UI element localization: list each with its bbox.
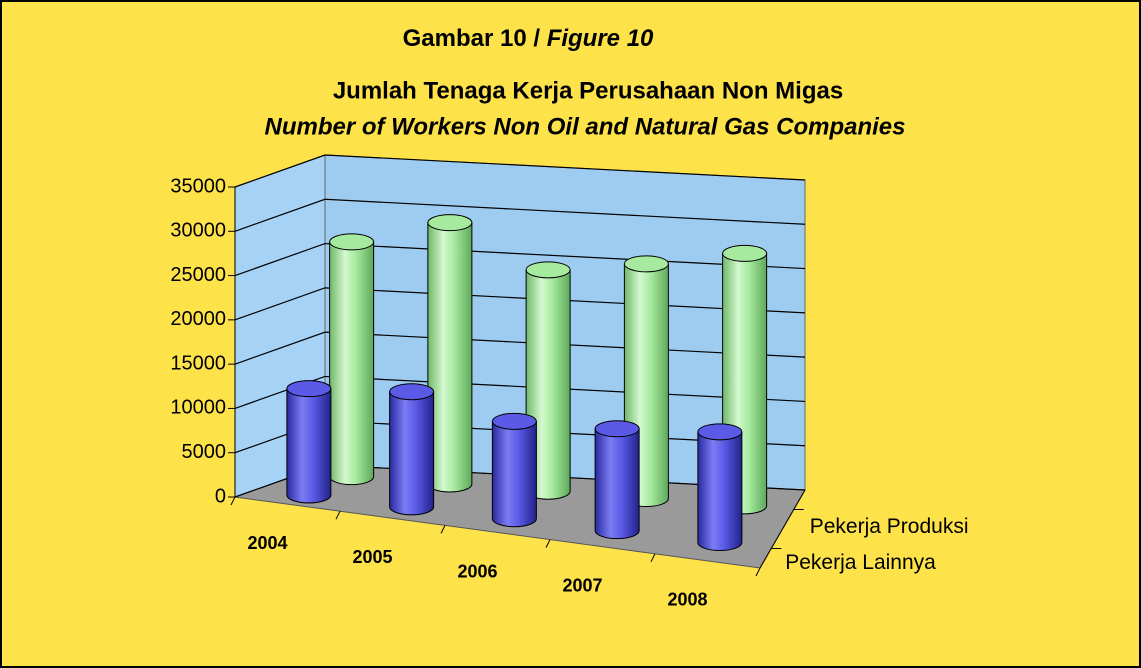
x-tick-label: 2006	[457, 561, 497, 581]
x-tick	[335, 510, 341, 520]
title-part: Gambar 10 /	[403, 25, 541, 52]
legend-label: Pekerja Lainnya	[785, 551, 936, 574]
y-tick-label: 15000	[170, 352, 226, 374]
x-tick-label: 2004	[247, 533, 287, 553]
bar	[594, 420, 640, 540]
y-tick-label: 0	[215, 485, 226, 507]
cylinder-top	[697, 423, 743, 441]
x-tick	[440, 525, 446, 534]
cylinder-body	[389, 391, 435, 516]
subtitle: Jumlah Tenaga Kerja Perusahaan Non Migas	[333, 77, 843, 104]
bar	[286, 380, 332, 504]
cylinder-body	[427, 222, 473, 493]
title: Gambar 10 / Figure 10	[403, 25, 654, 52]
x-tick	[545, 539, 551, 548]
x-tick	[650, 553, 656, 563]
grid-line	[234, 198, 806, 232]
y-tick-label: 35000	[170, 175, 226, 197]
bar	[389, 383, 435, 516]
title-italic: Figure 10	[547, 25, 654, 52]
bar	[697, 423, 743, 552]
cylinder-top	[623, 255, 669, 273]
y-tick-label: 5000	[182, 441, 227, 463]
y-tick-label: 10000	[170, 397, 226, 419]
cylinder-top	[491, 412, 537, 430]
x-tick-label: 2005	[352, 547, 392, 567]
cylinder-top	[594, 420, 640, 438]
cylinder-body	[286, 388, 332, 504]
grid-line	[234, 154, 806, 188]
cylinder-top	[722, 244, 768, 262]
subtitle-italic: Number of Workers Non Oil and Natural Ga…	[264, 113, 905, 140]
y-tick-label: 25000	[170, 264, 226, 286]
y-tick-label: 20000	[170, 308, 226, 330]
x-tick	[755, 567, 761, 577]
depth-axis	[759, 489, 806, 569]
legend-label: Pekerja Produksi	[810, 515, 969, 538]
cylinder-top	[427, 214, 473, 232]
cylinder-top	[286, 380, 332, 398]
bar	[491, 412, 537, 528]
cylinder-body	[329, 241, 375, 486]
cylinder-top	[525, 261, 571, 279]
bar	[427, 214, 473, 493]
x-tick-label: 2007	[562, 575, 602, 595]
bar	[525, 261, 571, 500]
bar	[329, 233, 375, 486]
cylinder-body	[594, 428, 640, 540]
x-tick-label: 2008	[667, 590, 707, 610]
cylinder-top	[389, 383, 435, 401]
cylinder-top	[329, 233, 375, 251]
y-tick-label: 30000	[170, 220, 226, 242]
cylinder-body	[491, 420, 537, 528]
cylinder-body	[697, 431, 743, 552]
plot: 0 5000 10000 15000 20000 25000 30000 35000 2004 2…	[170, 154, 969, 610]
x-tick	[230, 496, 236, 506]
